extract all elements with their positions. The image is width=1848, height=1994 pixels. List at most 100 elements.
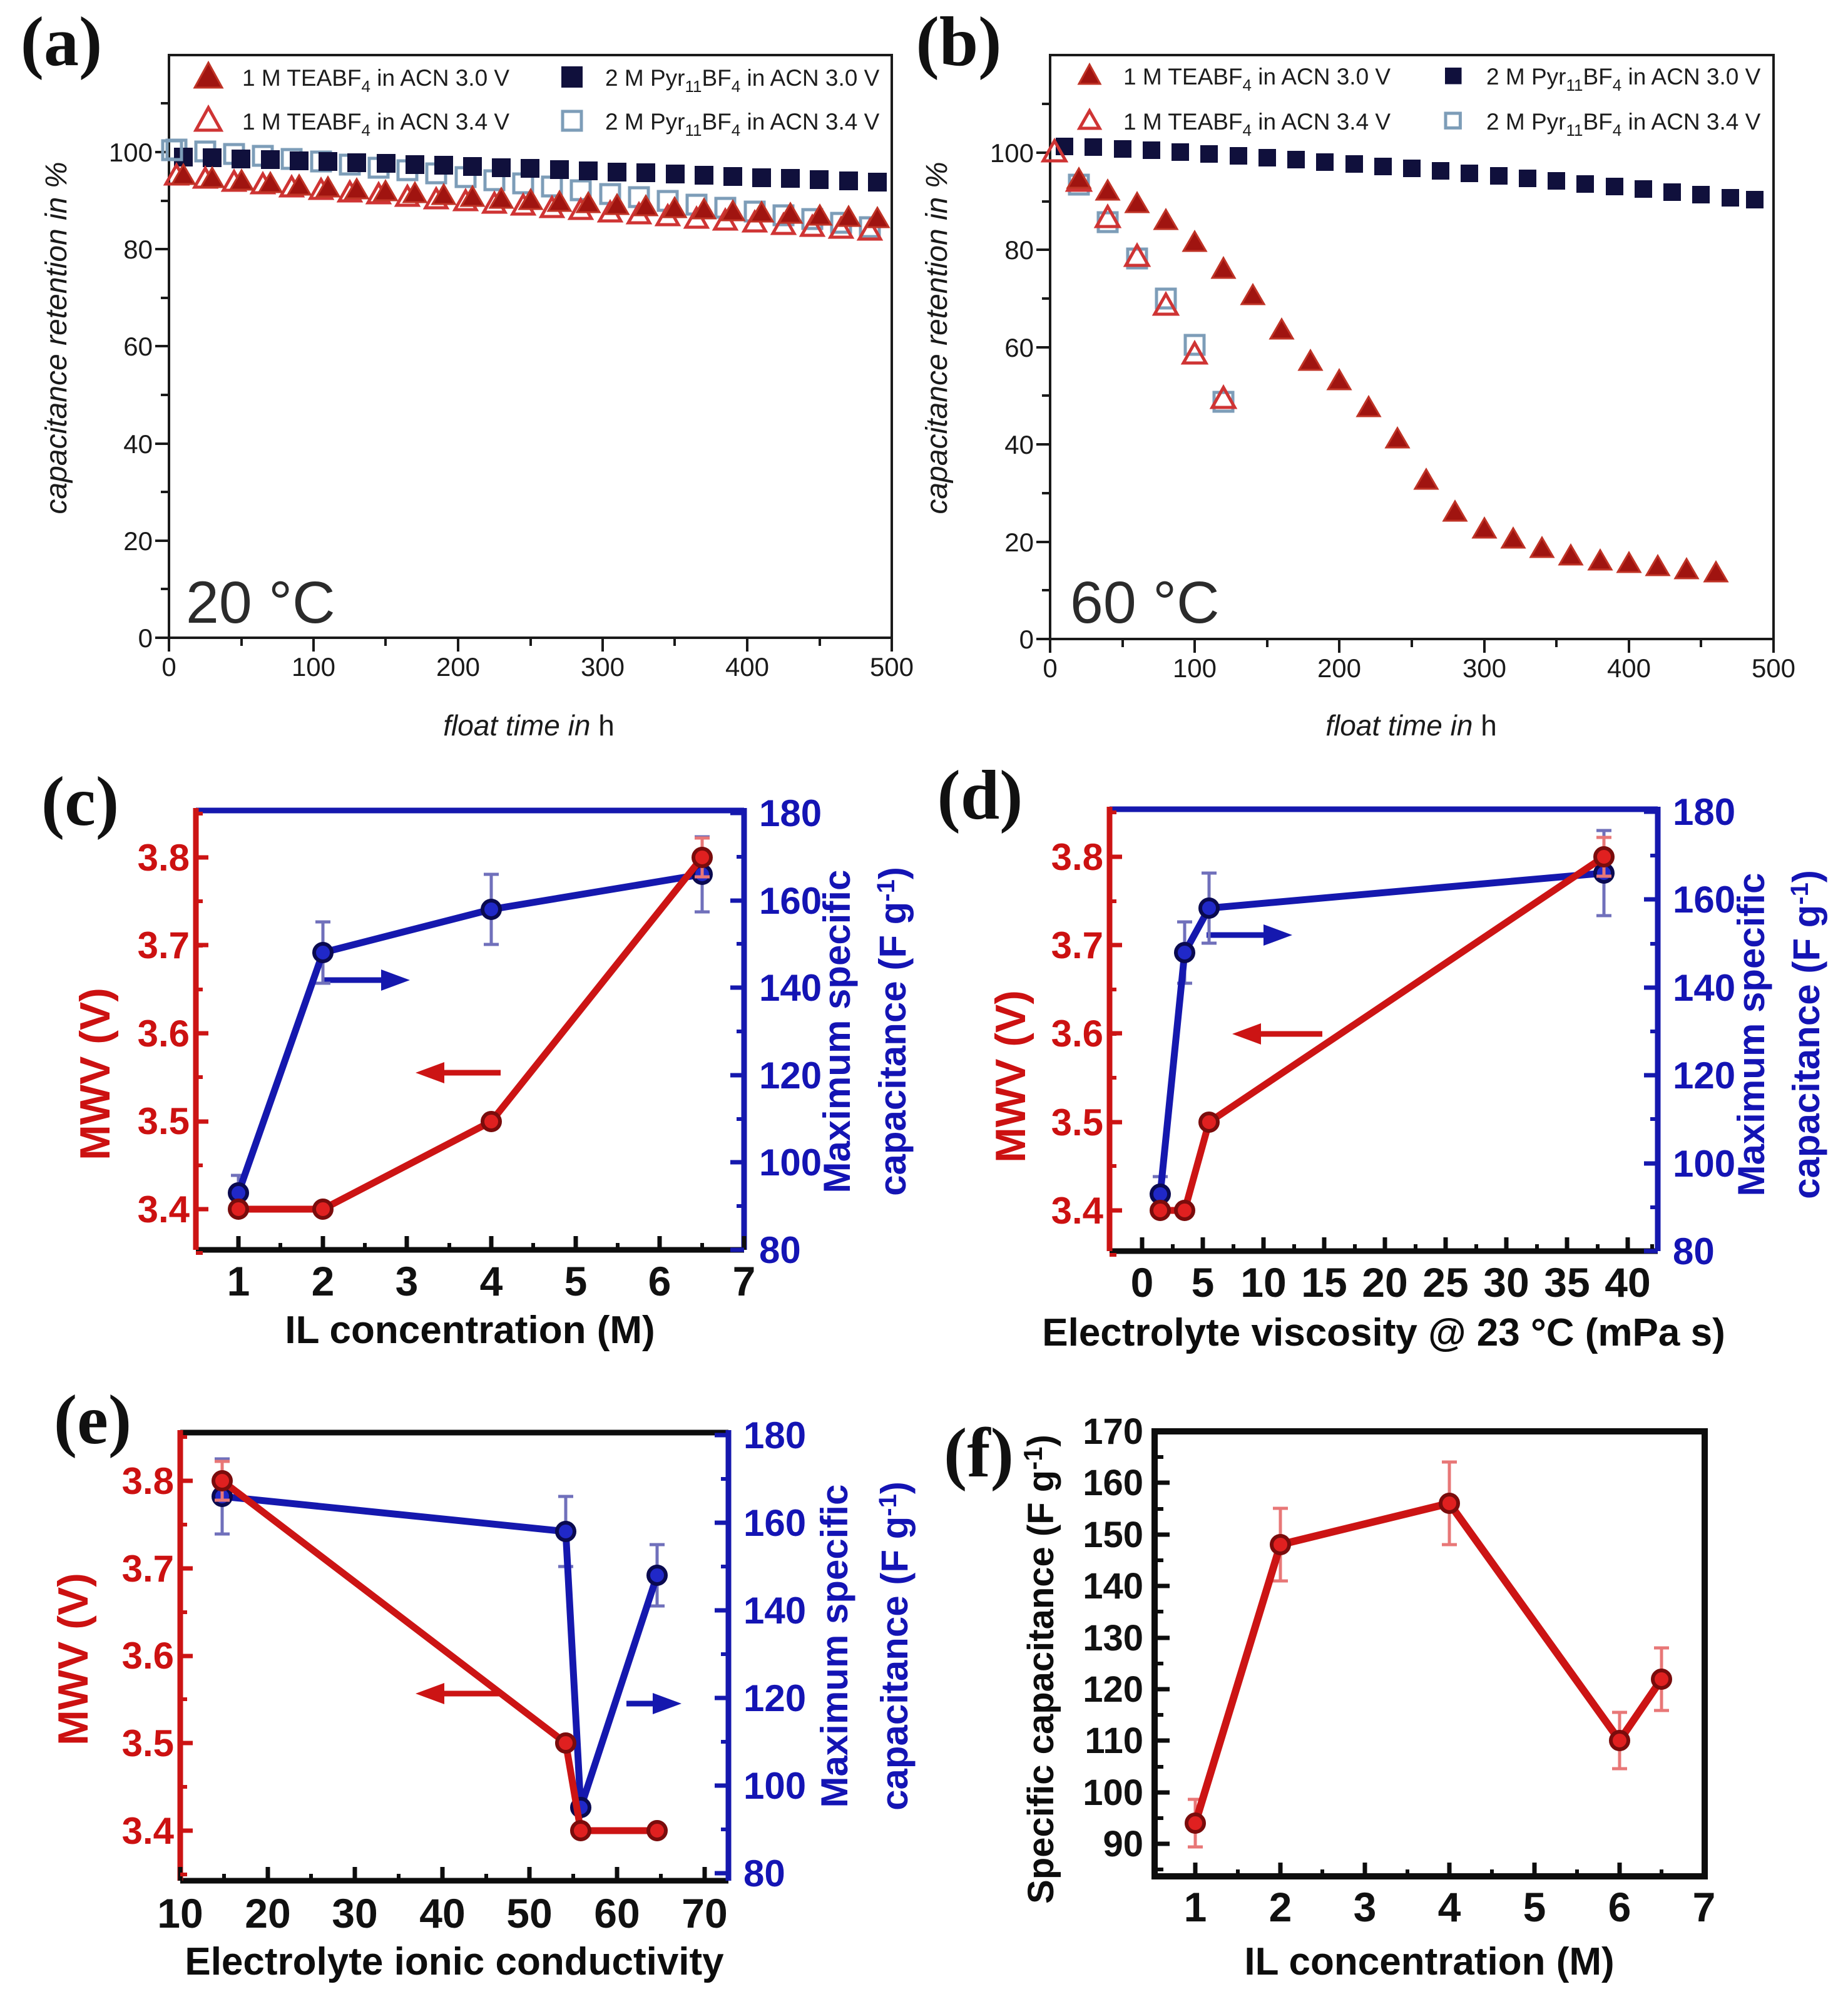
svg-text:180: 180 [1673,791,1735,833]
svg-text:float time in h: float time in h [443,709,615,742]
svg-text:40: 40 [419,1890,465,1936]
svg-text:1 M TEABF4 in ACN 3.4 V: 1 M TEABF4 in ACN 3.4 V [242,109,509,140]
svg-text:Electrolyte viscosity @ 23 °C: Electrolyte viscosity @ 23 °C (mPa s) [1042,1311,1725,1354]
svg-text:capacitance retention in %: capacitance retention in % [40,161,73,514]
svg-text:50: 50 [506,1890,552,1936]
svg-text:Maximum specific: Maximum specific [814,1485,855,1808]
svg-text:3.6: 3.6 [138,1013,190,1055]
svg-text:6: 6 [648,1258,671,1304]
svg-text:3.5: 3.5 [122,1722,174,1764]
svg-text:20: 20 [123,526,153,556]
svg-text:160: 160 [759,880,822,922]
svg-text:40: 40 [123,429,153,459]
svg-text:MWV (V): MWV (V) [71,988,119,1160]
svg-text:0: 0 [138,623,153,653]
svg-text:3.4: 3.4 [122,1810,175,1852]
svg-text:20: 20 [245,1890,290,1936]
svg-text:3.7: 3.7 [138,924,190,966]
svg-text:500: 500 [1752,653,1795,683]
svg-text:0: 0 [1131,1259,1154,1306]
svg-text:120: 120 [1083,1669,1143,1710]
svg-text:1 M TEABF4 in ACN 3.0 V: 1 M TEABF4 in ACN 3.0 V [242,65,509,96]
svg-text:3.7: 3.7 [1051,924,1103,966]
svg-text:(d): (d) [937,757,1023,834]
svg-text:(a): (a) [21,3,103,81]
svg-text:3: 3 [396,1258,419,1304]
svg-text:3.8: 3.8 [138,837,190,879]
svg-text:7: 7 [733,1258,756,1304]
svg-text:90: 90 [1103,1824,1143,1864]
svg-text:(f): (f) [944,1414,1014,1492]
svg-text:25: 25 [1422,1259,1468,1306]
svg-text:2 M Pyr11BF4 in ACN 3.0 V: 2 M Pyr11BF4 in ACN 3.0 V [1486,64,1761,95]
svg-text:3: 3 [1354,1884,1377,1930]
svg-text:120: 120 [1673,1055,1735,1097]
svg-text:100: 100 [292,652,335,682]
svg-text:MWV (V): MWV (V) [987,990,1034,1163]
svg-text:80: 80 [1004,235,1034,265]
svg-text:capacitance (F g-1): capacitance (F g-1) [874,1481,916,1811]
svg-text:35: 35 [1544,1259,1590,1306]
svg-text:0: 0 [1019,625,1034,654]
svg-text:100: 100 [1673,1143,1735,1185]
svg-text:30: 30 [1483,1259,1529,1306]
svg-text:6: 6 [1608,1884,1631,1930]
svg-text:2 M Pyr11BF4 in ACN 3.4 V: 2 M Pyr11BF4 in ACN 3.4 V [605,109,880,140]
svg-text:100: 100 [1083,1772,1143,1813]
svg-text:20: 20 [1004,528,1034,557]
svg-text:200: 200 [436,652,480,682]
svg-text:30: 30 [332,1890,377,1936]
svg-text:400: 400 [725,652,769,682]
svg-text:Electrolyte ionic conductivity: Electrolyte ionic conductivity [185,1940,724,1983]
svg-text:3.6: 3.6 [1051,1013,1103,1055]
svg-text:2 M Pyr11BF4 in ACN 3.0 V: 2 M Pyr11BF4 in ACN 3.0 V [605,65,880,96]
svg-text:80: 80 [759,1229,801,1271]
svg-text:140: 140 [1083,1566,1143,1607]
svg-text:20: 20 [1362,1259,1407,1306]
svg-text:3.8: 3.8 [122,1460,174,1502]
svg-text:140: 140 [759,967,822,1009]
svg-text:15: 15 [1301,1259,1347,1306]
svg-text:4: 4 [480,1258,503,1304]
svg-text:100: 100 [109,138,153,167]
svg-text:4: 4 [1438,1884,1461,1930]
svg-text:140: 140 [1673,967,1735,1009]
svg-text:120: 120 [743,1677,806,1719]
svg-text:300: 300 [581,652,625,682]
svg-text:(c): (c) [41,763,119,841]
svg-text:500: 500 [870,652,914,682]
svg-text:1: 1 [1184,1884,1207,1930]
svg-text:0: 0 [1043,653,1057,683]
svg-text:capacitance (F g-1): capacitance (F g-1) [872,867,914,1196]
svg-text:MWV (V): MWV (V) [49,1573,97,1746]
svg-text:400: 400 [1607,653,1651,683]
svg-text:120: 120 [759,1055,822,1097]
svg-text:3.6: 3.6 [122,1635,174,1677]
svg-text:60: 60 [594,1890,640,1936]
svg-text:70: 70 [682,1890,727,1936]
svg-text:40: 40 [1605,1259,1650,1306]
svg-text:(b): (b) [916,3,1002,81]
svg-text:3.4: 3.4 [1051,1190,1104,1232]
svg-text:1: 1 [227,1258,250,1304]
svg-text:3.4: 3.4 [138,1189,190,1230]
svg-text:160: 160 [1673,879,1735,921]
svg-text:2: 2 [1269,1884,1292,1930]
svg-text:100: 100 [743,1765,806,1807]
svg-text:80: 80 [743,1853,785,1894]
svg-text:160: 160 [1083,1463,1143,1503]
svg-text:2: 2 [312,1258,335,1304]
svg-text:Specific capacitance (F g-1): Specific capacitance (F g-1) [1018,1434,1061,1904]
svg-text:7: 7 [1693,1884,1716,1930]
svg-text:140: 140 [743,1590,806,1632]
svg-text:3.5: 3.5 [1051,1102,1103,1143]
svg-text:3.8: 3.8 [1051,836,1103,878]
svg-text:capacitance retention in %: capacitance retention in % [921,161,954,514]
svg-text:170: 170 [1083,1411,1143,1452]
svg-text:160: 160 [743,1502,806,1544]
svg-text:5: 5 [564,1258,588,1304]
svg-text:60: 60 [123,332,153,361]
svg-text:100: 100 [1173,653,1217,683]
svg-text:180: 180 [743,1414,806,1456]
svg-text:1 M TEABF4 in ACN 3.0 V: 1 M TEABF4 in ACN 3.0 V [1123,64,1391,95]
